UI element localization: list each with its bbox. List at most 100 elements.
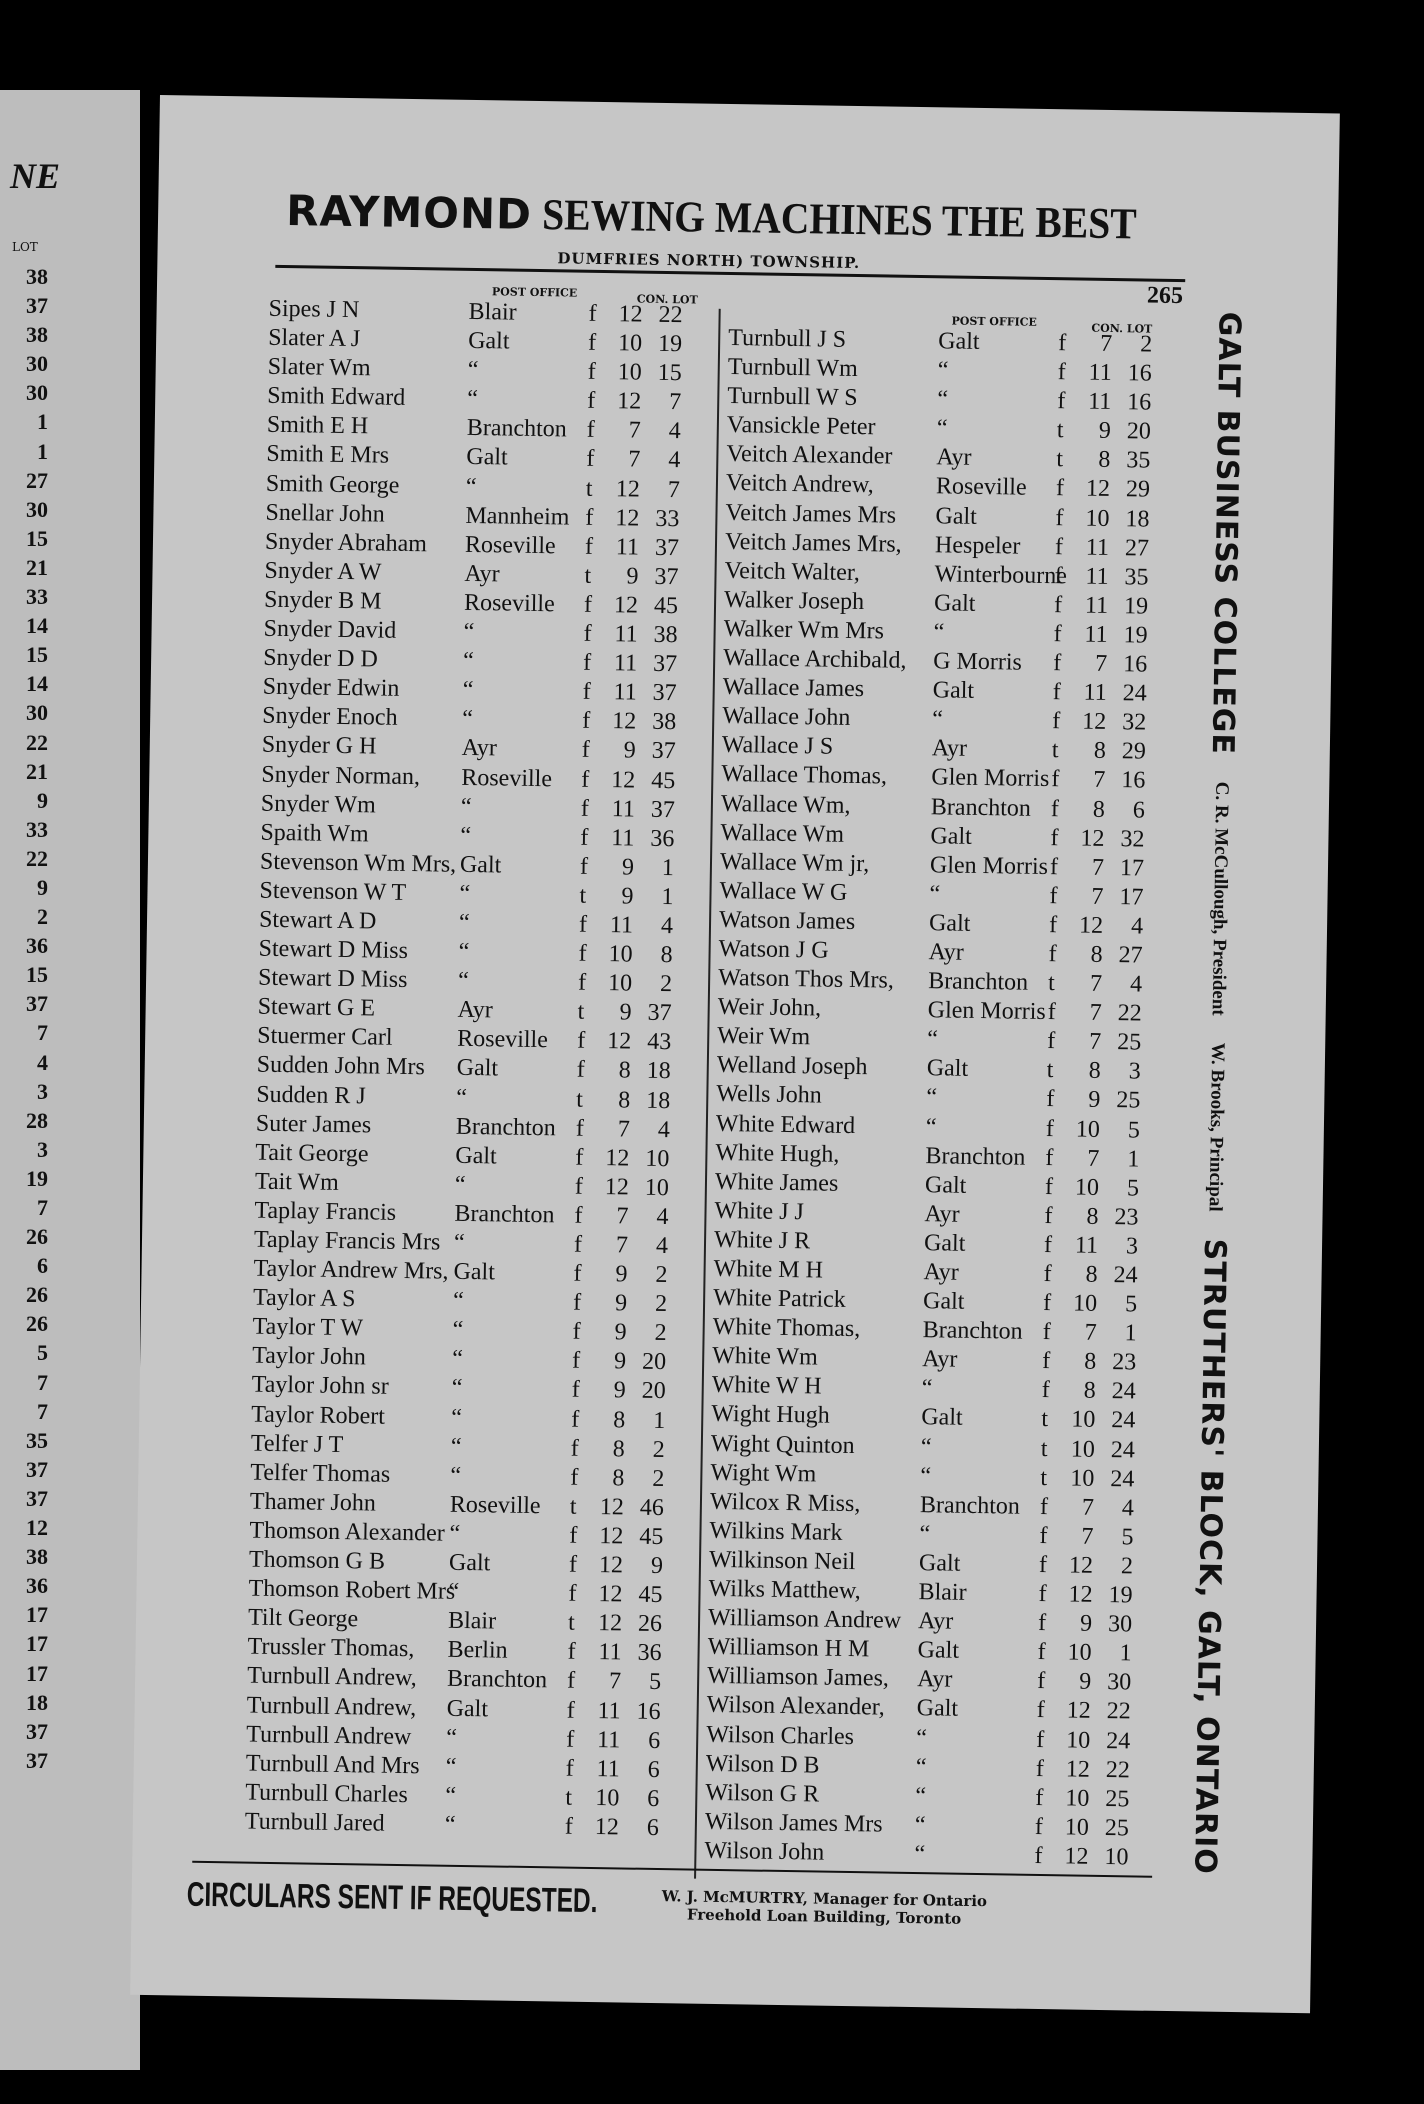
tenure: f: [1050, 795, 1060, 822]
post-office: “: [462, 677, 474, 704]
lot: 6: [647, 1785, 660, 1812]
adjacent-page-heading: NE: [10, 156, 61, 196]
tenure: f: [571, 1406, 580, 1433]
concession: 11: [1087, 388, 1112, 416]
post-office: “: [458, 938, 470, 966]
tenure: f: [1055, 504, 1064, 531]
concession: 12: [611, 766, 636, 794]
lot: 29: [1125, 476, 1151, 504]
resident-name: Watson Thos Mrs,: [717, 964, 895, 994]
tenure: f: [1049, 882, 1058, 909]
tenure: f: [581, 737, 590, 764]
tenure: f: [570, 1435, 579, 1462]
lot: 4: [655, 1232, 669, 1260]
lot: 4: [656, 1203, 669, 1231]
lot: 17: [1119, 854, 1145, 882]
lot: 24: [1111, 1378, 1136, 1405]
tenure: f: [1045, 1144, 1054, 1171]
lot: 16: [1122, 651, 1148, 678]
tenure: f: [1038, 1581, 1047, 1608]
adjacent-lot-number: 9: [37, 787, 48, 813]
post-office: Branchton: [454, 1200, 555, 1229]
side-advertisement: GALT BUSINESS COLLEGE C. R. McCullough, …: [1160, 311, 1247, 2032]
lot: 37: [654, 534, 680, 561]
post-office: Galt: [922, 1288, 965, 1315]
resident-name: Thomson Alexander: [249, 1517, 445, 1547]
adjacent-lot-number: 22: [26, 729, 48, 755]
tenure: f: [579, 853, 589, 880]
tenure: t: [1040, 1464, 1048, 1491]
post-office: “: [444, 1811, 456, 1838]
concession: 12: [599, 1523, 624, 1550]
resident-name: Taylor John: [252, 1342, 367, 1371]
concession: 9: [626, 563, 639, 590]
resident-name: Wallace Wm jr,: [719, 848, 870, 877]
resident-name: Sudden R J: [256, 1081, 366, 1109]
tenure: f: [1046, 1086, 1055, 1113]
adjacent-lot-number: 1: [37, 438, 48, 464]
post-office: “: [453, 1229, 465, 1256]
lot: 7: [669, 389, 682, 416]
resident-name: Snyder A W: [264, 557, 382, 586]
resident-name: Wilson Alexander,: [706, 1692, 885, 1721]
post-office: “: [459, 880, 471, 907]
post-office: “: [932, 706, 944, 733]
tenure: f: [1053, 591, 1063, 619]
adjacent-lot-numbers: 38 37 38 30 30 1 1 27 30 15 21 33 14 15 14 30 22 21 9 33 22 9…: [0, 262, 48, 1775]
post-office: “: [450, 1433, 462, 1460]
tenure: f: [580, 795, 590, 822]
concession: 11: [611, 824, 635, 852]
post-office: “: [451, 1346, 464, 1373]
post-office: Ayr: [461, 735, 498, 762]
post-office: “: [915, 1753, 927, 1780]
post-office: “: [446, 1724, 458, 1751]
concession: 8: [1086, 1203, 1099, 1230]
adjacent-lot-number: 30: [26, 380, 48, 406]
adjacent-lot-number: 12: [26, 1515, 48, 1541]
resident-name: Wilson Charles: [706, 1721, 855, 1750]
post-office: “: [456, 1084, 468, 1111]
tenure: f: [571, 1348, 581, 1375]
adjacent-lot-number: 1: [37, 409, 48, 435]
resident-name: Wallace Thomas,: [721, 761, 888, 790]
concession: 12: [598, 1581, 623, 1608]
concession: 7: [1087, 1145, 1100, 1172]
concession: 11: [1084, 592, 1109, 619]
post-office: Galt: [938, 328, 980, 355]
adjacent-lot-number: 15: [26, 962, 48, 988]
post-office: Galt: [932, 677, 975, 704]
tenure: f: [568, 1551, 578, 1578]
concession: 7: [1089, 970, 1103, 997]
post-office: Branchton: [925, 1142, 1026, 1171]
lot: 45: [639, 1523, 664, 1551]
resident-name: Taylor Robert: [251, 1401, 386, 1430]
adjacent-lot-number: 3: [37, 1136, 48, 1162]
post-office: “: [915, 1782, 927, 1809]
lot: 45: [653, 592, 679, 620]
resident-name: Wilson James Mrs: [704, 1808, 883, 1838]
post-office: “: [467, 357, 479, 384]
concession: 8: [613, 1406, 626, 1434]
tenure: f: [582, 678, 591, 706]
concession: 9: [621, 883, 634, 910]
resident-name: Wilkins Mark: [709, 1517, 843, 1546]
adjacent-lot-number: 15: [26, 525, 48, 551]
adjacent-lot-number: 37: [26, 293, 48, 319]
tenure: f: [571, 1377, 580, 1404]
adjacent-lot-number: 4: [37, 1049, 48, 1075]
lot: 2: [654, 1291, 668, 1318]
adjacent-lot-number: 7: [37, 1398, 48, 1424]
resident-name: Snyder Edwin: [262, 673, 400, 703]
adjacent-lot-number: 38: [26, 1544, 48, 1570]
concession: 7: [608, 1668, 622, 1695]
concession: 12: [598, 1552, 624, 1579]
lot: 6: [648, 1727, 661, 1754]
concession: 8: [1098, 447, 1111, 474]
post-office: Winterbourne: [934, 560, 1068, 590]
tenure: t: [1046, 1057, 1054, 1084]
post-office: Galt: [917, 1637, 960, 1664]
tenure: f: [573, 1231, 583, 1258]
concession: 12: [615, 475, 641, 503]
concession: 11: [598, 1639, 622, 1666]
lot: 6: [646, 1814, 660, 1841]
